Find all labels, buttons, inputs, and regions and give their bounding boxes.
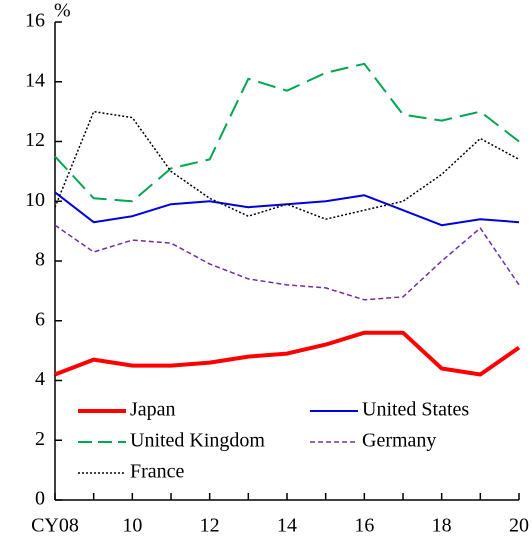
series-line bbox=[54, 62, 520, 203]
y-tick-label: 14 bbox=[25, 69, 45, 91]
y-tick-label: 8 bbox=[35, 249, 45, 271]
series-line bbox=[54, 191, 520, 227]
y-unit-label: % bbox=[54, 0, 71, 22]
x-tick-label: 14 bbox=[277, 515, 297, 537]
legend-bg bbox=[76, 429, 306, 455]
y-tick-label: 16 bbox=[25, 10, 45, 32]
series-line bbox=[54, 224, 520, 301]
y-tick-label: 6 bbox=[35, 308, 45, 330]
legend-label: Germany bbox=[362, 430, 436, 452]
legend-label: France bbox=[130, 461, 185, 483]
x-tick-label: 16 bbox=[354, 515, 374, 537]
x-tick-label: 20 bbox=[509, 515, 529, 537]
legend-label: Japan bbox=[130, 399, 176, 421]
series-line bbox=[54, 110, 520, 220]
series-line bbox=[54, 330, 521, 377]
x-tick-label: 18 bbox=[432, 515, 452, 537]
x-tick-label: 10 bbox=[122, 515, 142, 537]
y-tick-label: 10 bbox=[25, 189, 45, 211]
y-tick-label: 0 bbox=[35, 488, 45, 510]
y-tick-label: 12 bbox=[25, 129, 45, 151]
legend-label: United Kingdom bbox=[130, 430, 265, 452]
y-tick-label: 4 bbox=[35, 368, 45, 390]
y-tick-label: 2 bbox=[35, 428, 45, 450]
x-tick-label: CY08 bbox=[31, 515, 79, 537]
x-tick-label: 12 bbox=[200, 515, 220, 537]
legend-label: United States bbox=[362, 399, 469, 421]
